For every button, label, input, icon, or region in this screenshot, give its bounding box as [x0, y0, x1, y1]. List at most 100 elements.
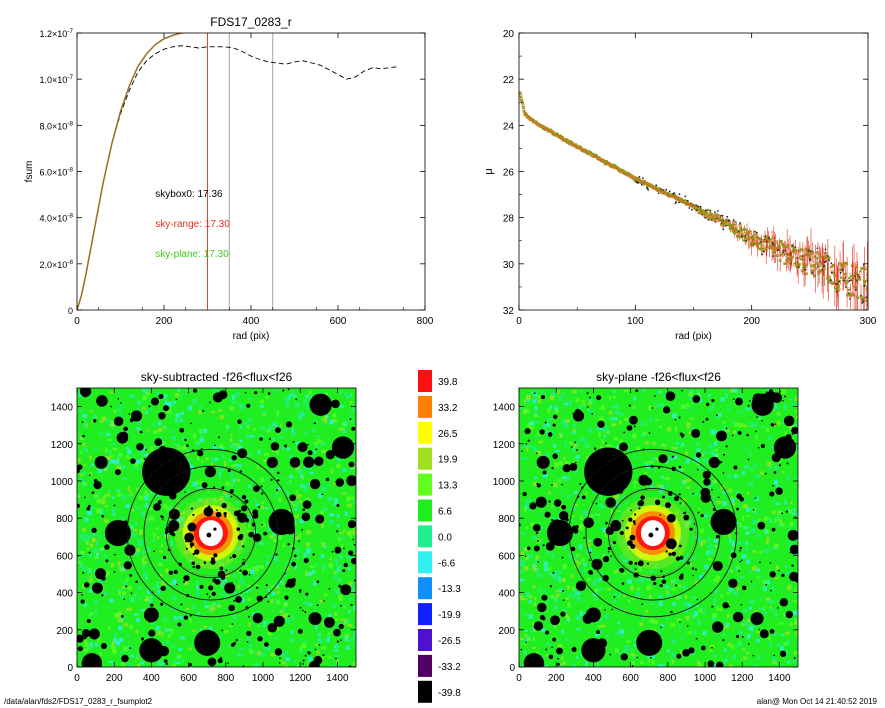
image-source-mask	[289, 494, 297, 502]
colorbar-label: 0.0	[438, 532, 452, 543]
image-noise	[671, 447, 677, 450]
image-source-mask	[113, 504, 116, 507]
image-noise	[274, 637, 279, 640]
image-noise	[268, 631, 273, 636]
image-source-mask	[293, 554, 297, 558]
image-noise	[94, 609, 98, 614]
image-noise	[554, 600, 559, 603]
image-noise	[569, 515, 575, 518]
image-source-mask	[93, 480, 102, 490]
image-noise	[303, 552, 306, 558]
image-noise	[120, 662, 126, 666]
mu-point-plane	[742, 239, 745, 242]
mu-xtick-label: 0	[516, 316, 522, 327]
image-noise	[200, 433, 204, 439]
image-noise	[83, 422, 87, 428]
image-noise	[312, 569, 316, 575]
image-noise	[190, 504, 194, 509]
image-noise	[127, 449, 132, 454]
image-noise	[172, 595, 177, 598]
image-noise	[110, 454, 115, 457]
image-noise	[125, 577, 129, 582]
image-source-mask	[224, 515, 227, 518]
image-noise	[720, 397, 725, 402]
image-noise	[225, 424, 229, 429]
image-source-mask	[605, 521, 608, 525]
image-noise	[336, 660, 339, 664]
image-noise	[735, 490, 739, 496]
image-noise	[157, 428, 163, 432]
image-noise	[270, 652, 275, 657]
image-noise	[169, 517, 173, 520]
mu-point-plane	[626, 173, 629, 176]
image-noise	[192, 399, 197, 404]
fsum-ytick-label: 6.0×10-8	[39, 167, 73, 178]
image-source-mask	[186, 533, 189, 536]
image-noise	[247, 417, 251, 422]
image-noise	[527, 422, 532, 428]
image-ytick-label: 800	[56, 514, 73, 525]
image-source-mask	[202, 409, 205, 412]
image-noise	[574, 524, 577, 527]
image-noise	[795, 410, 798, 413]
mu-point-plane	[804, 265, 807, 268]
image-noise	[715, 453, 719, 458]
image-noise	[655, 457, 659, 461]
image-noise	[665, 585, 670, 589]
image-noise	[341, 422, 346, 427]
image-noise	[788, 509, 792, 514]
mu-point-plane	[860, 295, 863, 298]
image-source-mask	[120, 614, 124, 618]
image-source-mask	[665, 391, 676, 402]
image-source-mask	[190, 507, 194, 510]
image-noise	[257, 449, 261, 454]
image-noise	[328, 513, 334, 516]
image-noise	[686, 403, 689, 408]
image-noise	[155, 626, 161, 630]
image-xtick-label: 0	[516, 673, 522, 684]
image-noise	[125, 430, 129, 434]
mu-point-plane	[776, 255, 779, 258]
image-noise	[294, 402, 300, 408]
image-ytick-label: 1200	[51, 440, 74, 451]
image-noise	[290, 545, 295, 548]
image-noise	[597, 587, 603, 591]
image-source-mask	[287, 388, 290, 391]
image-noise	[523, 650, 527, 655]
image-noise	[767, 389, 770, 393]
image-noise	[743, 666, 749, 667]
image-noise	[159, 573, 163, 579]
image-noise	[774, 518, 777, 523]
image-noise	[659, 425, 662, 429]
image-noise	[173, 616, 177, 621]
image-noise	[136, 427, 141, 431]
image-noise	[633, 481, 638, 485]
image-noise	[84, 642, 89, 647]
mu-point-plane	[814, 267, 817, 270]
image-noise	[769, 605, 772, 609]
image-noise	[348, 610, 351, 614]
image-source-mask	[786, 462, 789, 465]
image-noise	[529, 426, 534, 430]
image-source-mask	[318, 644, 321, 646]
image-noise	[122, 616, 126, 619]
mu-point-box	[704, 216, 707, 219]
image-noise	[655, 418, 660, 421]
image-source-mask	[688, 647, 695, 654]
image-noise	[172, 596, 177, 601]
image-noise	[732, 430, 737, 434]
image-noise	[123, 580, 127, 586]
image-noise	[349, 597, 353, 601]
image-noise	[211, 410, 216, 414]
image-noise	[754, 496, 759, 502]
mu-point-plane	[850, 293, 853, 296]
image-noise	[259, 405, 265, 408]
image-noise	[117, 413, 123, 417]
image-noise	[794, 478, 798, 482]
image-noise	[794, 396, 798, 401]
image-noise	[330, 468, 333, 474]
image-source-mask	[741, 635, 744, 638]
image-noise	[247, 523, 251, 529]
image-noise	[573, 428, 576, 432]
image-noise	[219, 415, 225, 420]
